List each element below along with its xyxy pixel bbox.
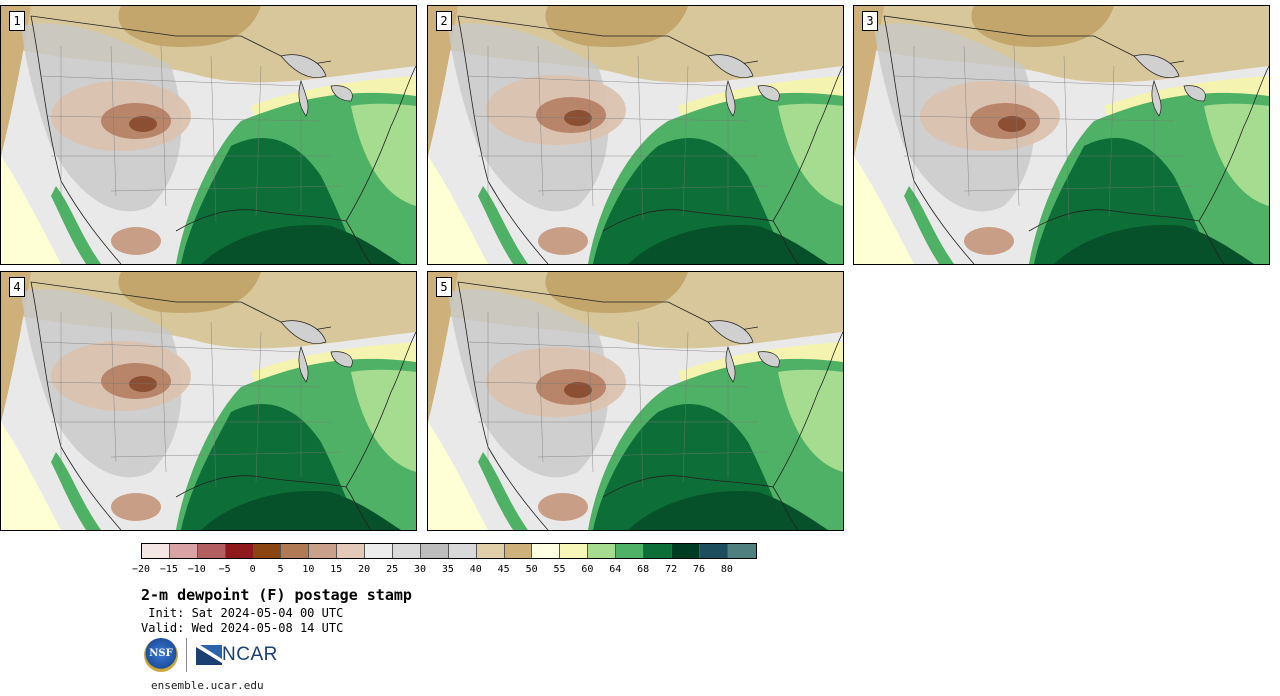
colorbar-tick-label: 30	[413, 564, 427, 575]
nsf-logo: NSF	[144, 638, 178, 672]
colorbar-swatch	[644, 544, 672, 558]
dewpoint-map	[428, 6, 843, 264]
colorbar-tick-label: 68	[637, 564, 650, 575]
colorbar-swatch	[476, 544, 505, 558]
ncar-logo: NCAR	[196, 644, 278, 666]
figure-title: 2-m dewpoint (F) postage stamp	[141, 586, 412, 604]
colorbar-tick-label: 35	[441, 564, 454, 575]
colorbar-tick-label: 45	[497, 564, 510, 575]
colorbar-tick-label: 50	[525, 564, 538, 575]
colorbar-tick-label: 76	[692, 564, 706, 575]
colorbar-tick-label: −5	[218, 564, 231, 575]
colorbar-tick-label: 64	[609, 564, 622, 575]
colorbar-tick-label: 5	[277, 564, 284, 575]
colorbar-swatch	[197, 544, 226, 558]
postage-stamp-panel-2: 2	[427, 5, 844, 265]
colorbar-swatch	[699, 544, 728, 558]
colorbar-tick-label: 15	[330, 564, 343, 575]
dewpoint-map	[1, 6, 416, 264]
colorbar-tick-label: 55	[553, 564, 566, 575]
colorbar-swatch	[169, 544, 198, 558]
colorbar-swatch	[365, 544, 394, 558]
colorbar-tick-label: 72	[665, 564, 678, 575]
colorbar-tick-label: 20	[358, 564, 371, 575]
panel-number: 4	[9, 277, 25, 297]
colorbar-swatch	[448, 544, 477, 558]
panel-number: 3	[862, 11, 878, 31]
colorbar-swatch	[309, 544, 338, 558]
dewpoint-map	[854, 6, 1269, 264]
colorbar-swatch	[560, 544, 589, 558]
panel-number: 2	[436, 11, 452, 31]
colorbar-swatch	[420, 544, 449, 558]
colorbar-swatch	[225, 544, 254, 558]
colorbar-tick-label: 0	[249, 564, 256, 575]
colorbar-tick-label: 40	[469, 564, 482, 575]
colorbar-swatch	[253, 544, 282, 558]
colorbar-swatch	[671, 544, 700, 558]
logos: NSF NCAR	[144, 638, 278, 672]
postage-stamp-panel-5: 5	[427, 271, 844, 531]
colorbar-swatch	[588, 544, 617, 558]
colorbar-tick-label: 60	[581, 564, 594, 575]
colorbar-swatch	[727, 544, 756, 558]
colorbar-tick-label: 25	[386, 564, 399, 575]
init-time: Init: Sat 2024-05-04 00 UTC	[141, 606, 344, 620]
panel-number: 5	[436, 277, 452, 297]
colorbar-tick-label: −20	[131, 564, 151, 575]
site-url[interactable]: ensemble.ucar.edu	[151, 679, 264, 692]
dewpoint-colorbar	[141, 543, 757, 559]
postage-stamp-panel-1: 1	[0, 5, 417, 265]
logo-divider	[186, 638, 187, 672]
colorbar-tick-label: 80	[720, 564, 733, 575]
colorbar-swatch	[532, 544, 561, 558]
postage-stamp-panel-4: 4	[0, 271, 417, 531]
panel-number: 1	[9, 11, 25, 31]
colorbar-swatch	[616, 544, 645, 558]
colorbar-swatch	[504, 544, 533, 558]
dewpoint-map	[428, 272, 843, 530]
colorbar-tick-label: 10	[302, 564, 315, 575]
ncar-mark-icon	[196, 645, 222, 665]
colorbar-swatch	[281, 544, 310, 558]
colorbar-tick-label: −15	[159, 564, 178, 575]
postage-stamp-panel-3: 3	[853, 5, 1270, 265]
valid-time: Valid: Wed 2024-05-08 14 UTC	[141, 621, 344, 635]
colorbar-swatch	[393, 544, 421, 558]
colorbar-swatch	[337, 544, 366, 558]
dewpoint-map	[1, 272, 416, 530]
colorbar-swatch	[142, 544, 170, 558]
colorbar-tick-label: −10	[187, 564, 206, 575]
